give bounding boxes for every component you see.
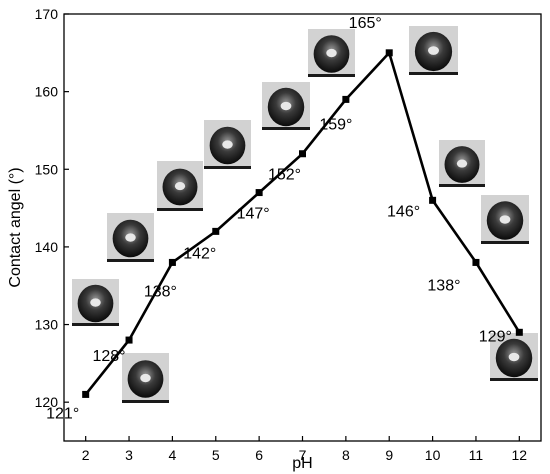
- droplet-photo: [262, 82, 310, 130]
- data-point-marker: [82, 390, 90, 398]
- x-tick-label: 8: [342, 447, 350, 463]
- x-tick-label: 6: [255, 447, 263, 463]
- x-tick-label: 4: [169, 447, 177, 463]
- data-series: [82, 49, 523, 398]
- y-tick-label: 170: [35, 6, 59, 22]
- x-tick-label: 12: [512, 447, 528, 463]
- data-label: 165°: [349, 15, 382, 32]
- photo-baseline: [107, 259, 154, 262]
- droplet-insets: [72, 26, 538, 403]
- droplet-highlight: [499, 215, 511, 224]
- data-labels: 121° 128° 138° 142° 147° 152° 159° 165° 146° 138°…: [46, 15, 512, 423]
- droplet-photo: [122, 353, 169, 403]
- data-label: 159°: [319, 116, 352, 133]
- photo-baseline: [72, 323, 119, 326]
- droplet-photo: [481, 195, 529, 244]
- droplet-photo: [439, 140, 485, 187]
- x-tick-label: 7: [299, 447, 307, 463]
- data-label: 129°: [479, 328, 512, 345]
- data-point-marker: [385, 49, 393, 57]
- droplet-highlight: [222, 140, 233, 149]
- y-axis-title: Contact angel (°): [7, 167, 24, 287]
- droplet-highlight: [456, 159, 468, 168]
- droplet-photo: [490, 333, 538, 381]
- data-label: 152°: [268, 167, 301, 184]
- droplet-highlight: [174, 182, 186, 191]
- droplet-highlight: [280, 101, 292, 111]
- data-point-marker: [472, 258, 480, 266]
- x-tick-label: 2: [82, 447, 90, 463]
- y-tick-label: 160: [35, 84, 59, 100]
- data-point-marker: [255, 189, 263, 197]
- photo-baseline: [122, 400, 169, 403]
- y-tick-label: 140: [35, 239, 59, 255]
- droplet-photo: [204, 120, 251, 169]
- data-point-marker: [342, 95, 350, 103]
- data-label: 138°: [144, 283, 177, 300]
- droplet-highlight: [326, 48, 337, 58]
- droplet-photo: [308, 29, 355, 77]
- data-label: 128°: [92, 348, 125, 365]
- photo-baseline: [157, 208, 203, 211]
- photo-baseline: [308, 74, 355, 77]
- data-point-marker: [299, 150, 306, 158]
- droplet-photo: [409, 26, 458, 75]
- data-label: 121°: [46, 405, 79, 422]
- x-tick-label: 5: [212, 447, 220, 463]
- photo-baseline: [481, 241, 529, 244]
- droplet-highlight: [140, 373, 151, 383]
- x-tick-label: 9: [385, 447, 393, 463]
- data-label: 138°: [427, 277, 460, 294]
- data-label: 142°: [183, 245, 216, 262]
- droplet-highlight: [90, 298, 101, 307]
- data-label: 146°: [387, 203, 420, 220]
- droplet-photo: [107, 213, 154, 262]
- droplet-highlight: [508, 352, 520, 362]
- data-point-marker: [212, 227, 220, 235]
- photo-baseline: [490, 378, 538, 381]
- y-tick-label: 130: [35, 317, 59, 333]
- photo-baseline: [262, 127, 310, 130]
- droplet-photo: [72, 279, 119, 326]
- x-tick-label: 10: [425, 447, 441, 463]
- data-point-marker: [168, 258, 176, 266]
- droplet-highlight: [428, 46, 439, 55]
- y-tick-label: 120: [35, 394, 59, 410]
- x-axis-title: pH: [292, 455, 312, 472]
- y-tick-label: 150: [35, 161, 59, 177]
- x-tick-label: 3: [125, 447, 133, 463]
- photo-baseline: [409, 72, 458, 75]
- plot-axes: 2 3 4 5 6 7 8 9 10 11 12 120 130 140 150 160 170: [35, 6, 542, 463]
- droplet-highlight: [125, 233, 136, 242]
- photo-baseline: [439, 184, 485, 187]
- droplet-photo: [157, 161, 203, 211]
- data-point-marker: [429, 196, 437, 204]
- photo-baseline: [204, 166, 251, 169]
- x-tick-label: 11: [469, 447, 484, 463]
- data-point-marker: [125, 336, 133, 344]
- data-point-marker: [515, 328, 523, 336]
- data-label: 147°: [237, 206, 270, 223]
